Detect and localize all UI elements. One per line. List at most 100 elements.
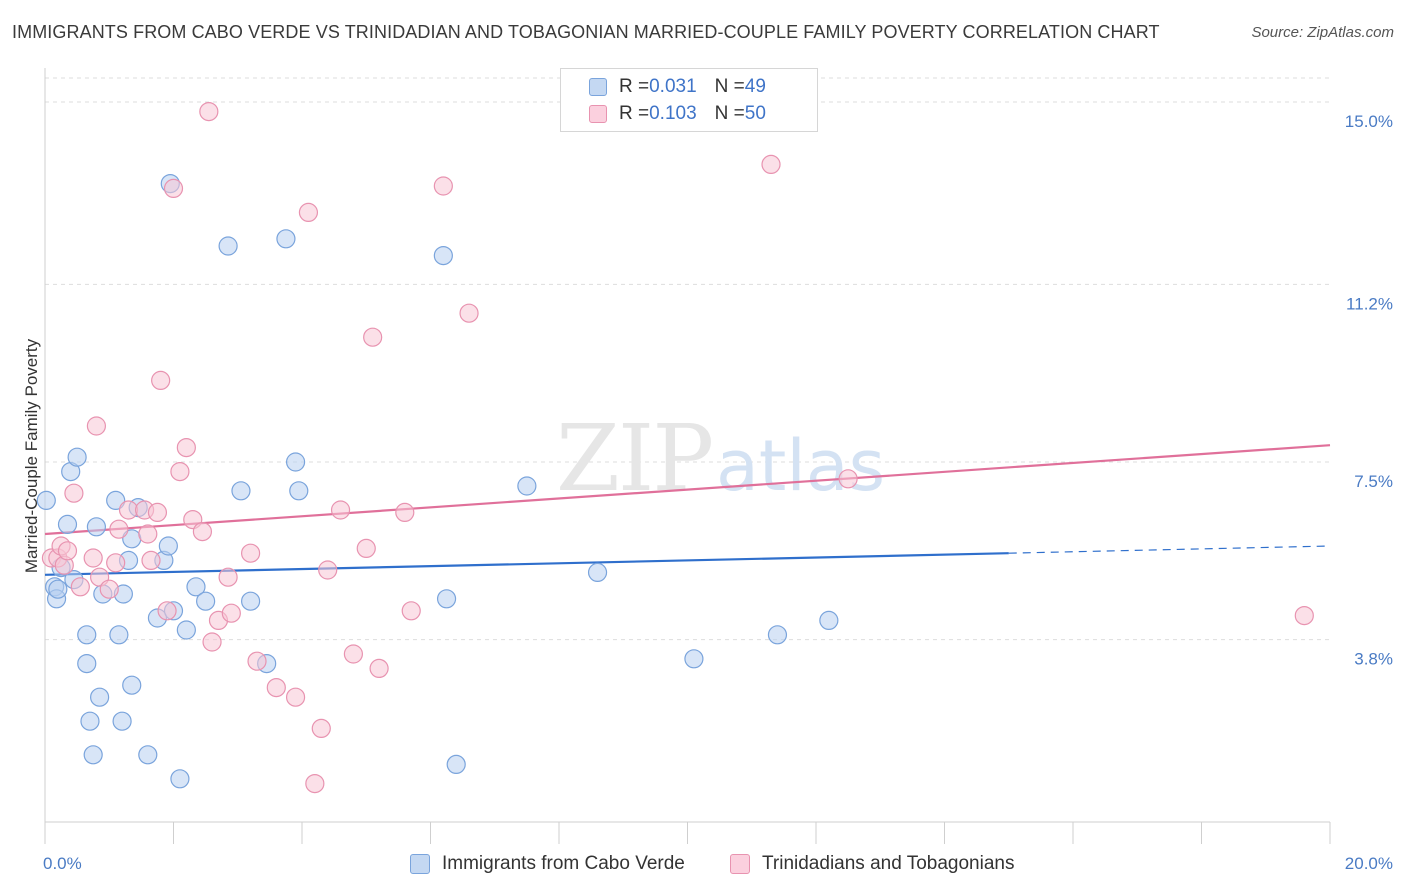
point-cabo-verde <box>77 653 97 674</box>
point-cabo-verde <box>106 490 126 510</box>
point-cabo-verde <box>218 236 238 256</box>
point-cabo-verde <box>83 745 103 765</box>
correlation-legend: R = 0.031 N = 49 R = 0.103 N = 50 <box>560 68 818 132</box>
point-cabo-verde <box>517 476 537 496</box>
x-tick-label: 0.0% <box>43 854 82 873</box>
point-cabo-verde <box>112 711 132 731</box>
bottom-legend-label-1: Immigrants from Cabo Verde <box>442 853 685 874</box>
point-trinidad <box>157 601 177 621</box>
point-trinidad <box>202 632 222 652</box>
point-cabo-verde <box>67 447 87 467</box>
chart-title: IMMIGRANTS FROM CABO VERDE VS TRINIDADIA… <box>12 22 1160 42</box>
point-trinidad <box>266 677 286 698</box>
legend-swatch-pink <box>589 105 607 123</box>
legend-n-value: 49 <box>744 76 766 97</box>
point-cabo-verde <box>80 711 100 731</box>
point-trinidad <box>199 101 219 122</box>
point-trinidad <box>163 178 184 198</box>
point-cabo-verde <box>767 625 788 645</box>
bottom-legend-trinidad: Trinidadians and Tobagonians <box>730 850 1014 878</box>
point-trinidad <box>401 601 421 621</box>
point-cabo-verde <box>122 675 142 695</box>
point-cabo-verde <box>57 514 78 535</box>
bottom-legend-swatch-pink <box>730 854 750 874</box>
legend-row-trinidad: R = 0.103 N = 50 <box>589 102 766 126</box>
point-cabo-verde <box>241 591 261 611</box>
point-cabo-verde <box>36 490 56 510</box>
point-trinidad <box>330 500 351 520</box>
legend-n-label: N = <box>714 103 745 124</box>
point-trinidad <box>433 176 453 196</box>
legend-n-label: N = <box>714 76 745 97</box>
point-cabo-verde <box>819 610 839 631</box>
watermark-atlas: atlas <box>716 425 885 507</box>
y-axis-label: Married-Couple Family Poverty <box>22 338 41 573</box>
point-cabo-verde <box>231 481 251 501</box>
point-trinidad <box>241 543 261 563</box>
tick-labels: 3.8% 7.5% 11.2% 15.0% 0.0% 20.0% <box>43 112 1393 873</box>
point-trinidad <box>311 718 331 739</box>
trend-line-cabo-verde <box>44 552 1009 576</box>
point-trinidad <box>343 644 363 664</box>
legend-r-label: R = <box>619 76 650 97</box>
zipatlas-watermark: ZIP atlas <box>556 405 885 512</box>
bottom-legend-label-2: Trinidadians and Tobagonians <box>762 853 1015 874</box>
point-trinidad <box>247 651 267 671</box>
y-tick-label: 7.5% <box>1354 472 1393 491</box>
trend-line-extension-cabo-verde <box>1008 545 1331 554</box>
point-trinidad <box>57 541 78 561</box>
legend-row-cabo-verde: R = 0.031 N = 49 <box>589 75 766 99</box>
point-trinidad <box>305 773 325 794</box>
point-trinidad <box>83 548 103 568</box>
point-cabo-verde <box>86 517 107 537</box>
point-trinidad <box>151 370 171 390</box>
point-trinidad <box>761 154 781 174</box>
point-trinidad <box>395 502 415 523</box>
point-trinidad <box>192 521 213 542</box>
bottom-legend-cabo-verde: Immigrants from Cabo Verde <box>410 850 685 878</box>
data-points <box>36 101 1314 794</box>
x-tick-label: 20.0% <box>1345 854 1393 873</box>
point-trinidad <box>1294 605 1314 626</box>
point-trinidad <box>363 327 383 347</box>
point-cabo-verde <box>684 649 704 669</box>
point-cabo-verde <box>289 481 309 501</box>
point-cabo-verde <box>186 577 206 597</box>
source-credit: Source: ZipAtlas.com <box>1251 24 1394 41</box>
point-trinidad <box>459 303 479 323</box>
y-tick-label: 3.8% <box>1354 650 1393 669</box>
point-trinidad <box>109 519 129 539</box>
point-trinidad <box>118 500 139 520</box>
point-trinidad <box>141 550 161 571</box>
legend-swatch-blue <box>589 78 607 96</box>
point-cabo-verde <box>158 536 178 556</box>
legend-r-label: R = <box>619 103 650 124</box>
y-tick-label: 11.2% <box>1346 294 1393 313</box>
point-trinidad <box>221 603 241 623</box>
point-trinidad <box>64 483 84 503</box>
point-cabo-verde <box>176 620 196 640</box>
point-cabo-verde <box>276 229 296 249</box>
point-trinidad <box>86 416 107 436</box>
point-trinidad <box>356 538 376 559</box>
point-trinidad <box>838 469 858 489</box>
point-cabo-verde <box>109 625 129 645</box>
trend-line-trinidad <box>44 444 1331 536</box>
y-tick-label: 15.0% <box>1345 112 1393 131</box>
point-cabo-verde <box>170 769 190 789</box>
trend-lines <box>44 444 1331 576</box>
point-trinidad <box>176 438 196 458</box>
point-cabo-verde <box>48 579 68 599</box>
point-trinidad <box>285 687 306 707</box>
gridlines <box>45 77 1330 641</box>
point-trinidad <box>70 577 90 597</box>
point-trinidad <box>138 524 158 544</box>
point-cabo-verde <box>90 687 110 707</box>
axes <box>44 68 1331 844</box>
point-cabo-verde <box>433 246 453 266</box>
point-cabo-verde <box>138 745 158 765</box>
legend-r-value: 0.103 <box>649 103 697 124</box>
point-trinidad <box>170 462 190 482</box>
point-trinidad <box>218 567 238 587</box>
